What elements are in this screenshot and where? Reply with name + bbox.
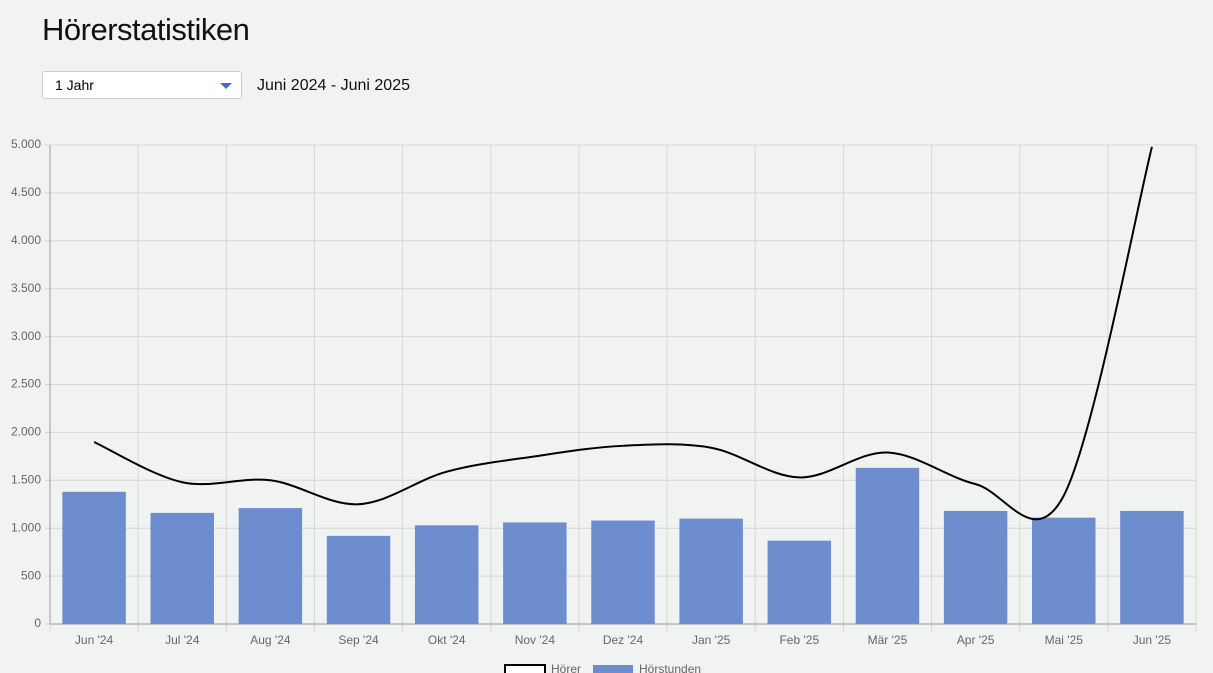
legend-label: Hörstunden <box>639 662 701 673</box>
bar <box>62 491 126 624</box>
period-select-value: 1 Jahr <box>55 77 94 93</box>
bar <box>855 467 920 624</box>
bar <box>591 520 655 624</box>
x-tick-label: Apr '25 <box>957 633 995 647</box>
y-tick-label: 3.000 <box>11 329 41 343</box>
x-tick-label: Mai '25 <box>1045 633 1084 647</box>
x-tick-label: Jul '24 <box>165 633 200 647</box>
page-title: Hörerstatistiken <box>42 12 250 47</box>
bar <box>503 522 567 624</box>
y-tick-label: 4.000 <box>11 233 41 247</box>
bar <box>943 510 1008 624</box>
x-tick-label: Dez '24 <box>603 633 644 647</box>
y-tick-label: 4.500 <box>11 185 41 199</box>
y-tick-label: 1.500 <box>11 472 41 486</box>
y-tick-label: 1.000 <box>11 520 41 534</box>
y-tick-label: 500 <box>21 568 41 582</box>
bar <box>150 512 214 624</box>
y-tick-label: 2.500 <box>11 377 41 391</box>
x-tick-label: Aug '24 <box>250 633 291 647</box>
bar <box>1032 517 1096 624</box>
bar <box>414 525 479 624</box>
legend-label: Hörer <box>551 662 581 673</box>
x-tick-label: Jun '24 <box>75 633 114 647</box>
bar <box>679 518 743 624</box>
bar <box>1120 510 1184 624</box>
line <box>93 146 1153 521</box>
legend-swatch <box>504 664 546 673</box>
y-tick-label: 5.000 <box>11 137 41 151</box>
y-tick-label: 2.000 <box>11 425 41 439</box>
x-tick-label: Sep '24 <box>338 633 379 647</box>
y-tick-label: 0 <box>34 616 41 630</box>
x-tick-label: Feb '25 <box>779 633 819 647</box>
x-tick-label: Jun '25 <box>1133 633 1172 647</box>
legend-swatch <box>593 665 634 673</box>
x-tick-label: Jan '25 <box>692 633 731 647</box>
bar <box>767 540 832 624</box>
bar <box>238 508 303 624</box>
bar <box>326 535 391 624</box>
y-tick-label: 3.500 <box>11 281 41 295</box>
dropdown-arrow <box>220 83 232 89</box>
x-tick-label: Nov '24 <box>515 633 556 647</box>
x-tick-label: Mär '25 <box>868 633 908 647</box>
x-tick-label: Okt '24 <box>428 633 466 647</box>
date-range: Juni 2024 - Juni 2025 <box>257 77 410 94</box>
period-select[interactable]: 1 Jahr <box>42 71 242 99</box>
